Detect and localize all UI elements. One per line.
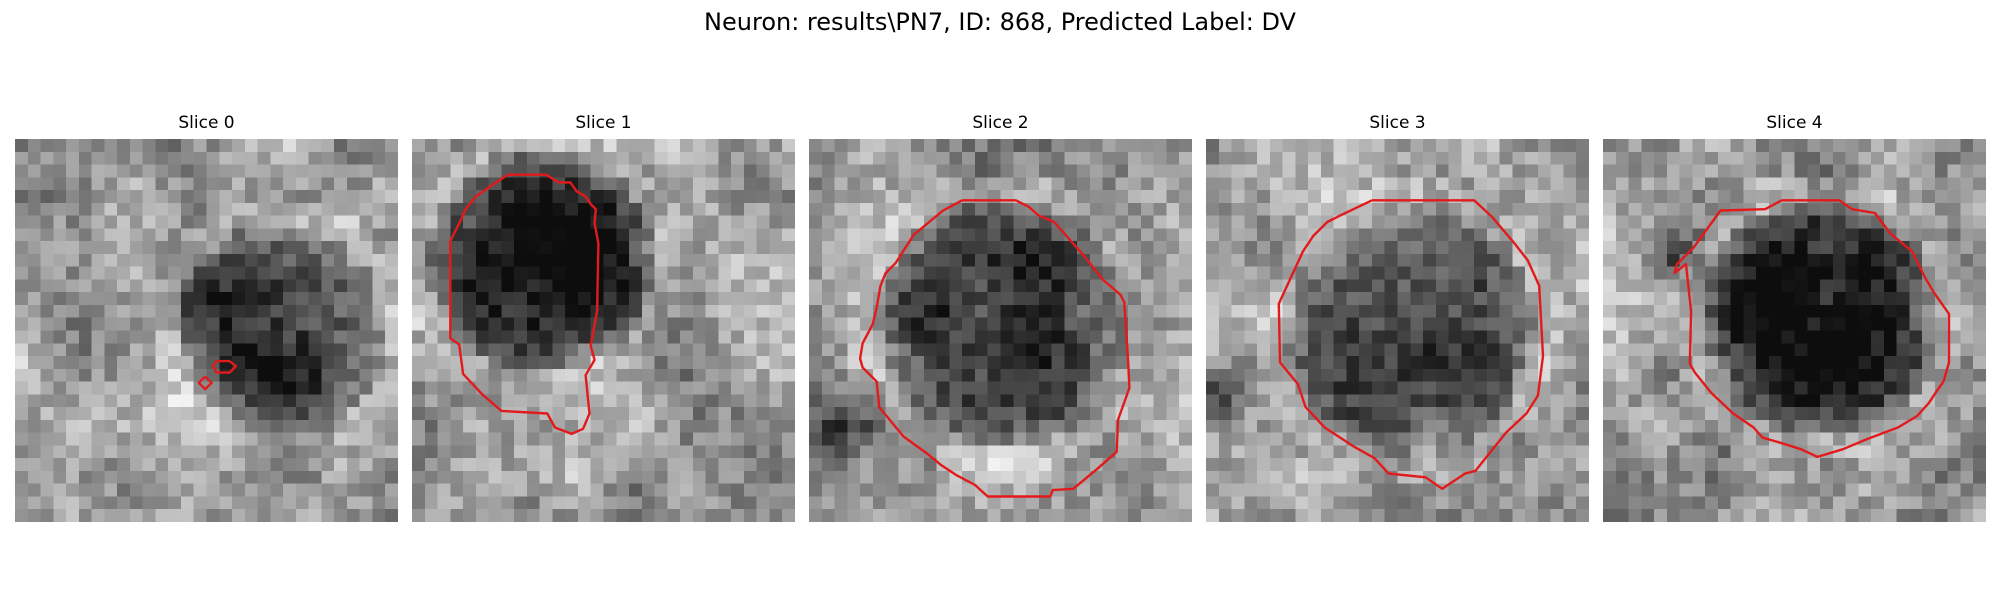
slice-pixels — [809, 139, 1192, 522]
segmentation-contour — [1277, 199, 1545, 490]
segmentation-contour — [858, 199, 1131, 498]
segmentation-contour — [1673, 199, 1951, 459]
figure-title: Neuron: results\PN7, ID: 868, Predicted … — [704, 8, 1296, 36]
slice-panel-0: Slice 0 — [15, 112, 398, 522]
slice-title: Slice 2 — [972, 113, 1029, 133]
slice-panel-2: Slice 2 — [809, 112, 1192, 522]
slice-panel-4: Slice 4 — [1603, 112, 1986, 522]
slice-title: Slice 0 — [178, 113, 235, 133]
segmentation-contour — [449, 173, 600, 436]
slice-panel-3: Slice 3 — [1206, 112, 1589, 522]
slice-image-4 — [1603, 139, 1986, 522]
slice-image-3 — [1206, 139, 1589, 522]
slice-pixels — [15, 139, 398, 522]
slice-title: Slice 1 — [575, 113, 632, 133]
slice-pixels — [1206, 139, 1589, 522]
segmentation-contour — [197, 375, 213, 391]
slice-title: Slice 4 — [1766, 113, 1823, 133]
slice-image-2 — [809, 139, 1192, 522]
slice-pixels — [1603, 139, 1986, 522]
slice-image-0 — [15, 139, 398, 522]
segmentation-contour — [211, 359, 238, 374]
slice-panel-1: Slice 1 — [412, 112, 795, 522]
slice-title: Slice 3 — [1369, 113, 1426, 133]
slice-pixels — [412, 139, 795, 522]
slice-image-1 — [412, 139, 795, 522]
